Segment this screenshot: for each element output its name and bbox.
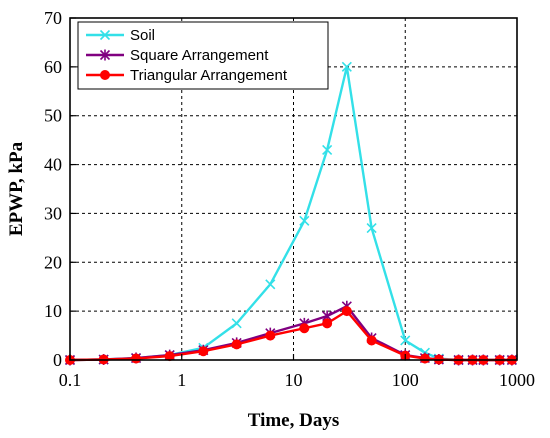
data-point [366,335,377,346]
data-point [322,318,333,329]
data-point [131,353,142,364]
y-tick-label: 60 [44,57,62,77]
data-point [419,353,430,364]
x-tick-label: 1 [177,370,186,390]
data-point [231,339,242,350]
data-point [299,323,310,334]
data-point [322,144,333,155]
data-point [299,215,310,226]
legend-marker [99,49,111,61]
y-tick-label: 30 [44,203,62,223]
legend-marker [99,29,111,41]
data-point [341,306,352,317]
x-tick-label: 1000 [499,370,535,390]
series-2 [65,306,517,365]
y-tick-label: 20 [44,252,62,272]
x-tick-label: 100 [392,370,419,390]
y-axis-title: EPWP, kPa [6,141,27,236]
data-point [366,223,377,234]
data-point [198,346,209,357]
data-point [231,318,242,329]
x-tick-label: 0.1 [59,370,82,390]
y-tick-label: 50 [44,106,62,126]
data-point [341,61,352,72]
x-tick-label: 10 [285,370,303,390]
y-tick-label: 10 [44,301,62,321]
legend: Soil Square Arrangement Triangular Arrange… [77,21,329,90]
data-point [265,330,276,341]
y-tick-label: 40 [44,155,62,175]
x-axis-title: Time, Days [248,410,339,431]
legend-label: Soil [130,27,155,44]
ticks: 0.1 1 10 100 1000 0 10 20 30 40 50 60 70 [44,8,535,390]
y-tick-label: 70 [44,8,62,28]
y-tick-label: 0 [53,350,62,370]
legend-label: Square Arrangement [130,47,269,64]
data-point [265,279,276,290]
legend-marker [100,70,110,80]
legend-label: Triangular Arrangement [130,67,288,84]
data-point [400,335,411,346]
